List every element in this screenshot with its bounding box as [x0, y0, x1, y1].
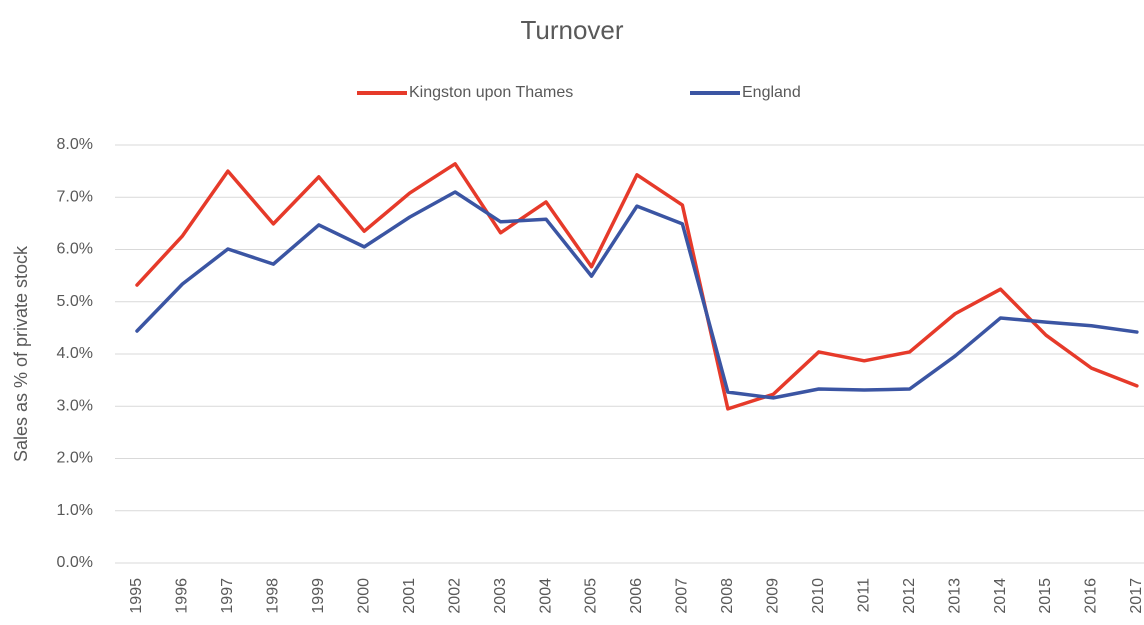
legend-label: Kingston upon Thames: [409, 84, 573, 101]
x-tick-label: 2009: [765, 578, 782, 614]
x-tick-label: 1995: [128, 578, 145, 614]
y-tick-label: 3.0%: [57, 397, 93, 414]
x-tick-label: 2004: [537, 578, 554, 614]
y-tick-label: 6.0%: [57, 241, 93, 258]
x-tick-label: 2000: [355, 578, 372, 614]
x-tick-label: 1996: [174, 578, 191, 614]
y-tick-label: 8.0%: [57, 136, 93, 153]
x-tick-label: 2014: [992, 578, 1009, 614]
y-tick-label: 4.0%: [57, 345, 93, 362]
x-tick-label: 2013: [946, 578, 963, 614]
x-tick-label: 2010: [810, 578, 827, 614]
y-tick-label: 0.0%: [57, 554, 93, 571]
chart-title: Turnover: [520, 15, 623, 45]
y-tick-label: 7.0%: [57, 188, 93, 205]
x-tick-label: 2011: [855, 578, 872, 613]
x-tick-label: 2017: [1128, 578, 1144, 614]
x-tick-label: 2015: [1037, 578, 1054, 614]
legend-label: England: [742, 84, 801, 101]
x-tick-label: 2012: [901, 578, 918, 614]
y-axis-label: Sales as % of private stock: [11, 245, 31, 462]
x-tick-label: 1999: [310, 578, 327, 614]
x-tick-label: 2002: [446, 578, 463, 614]
x-tick-label: 2001: [401, 578, 418, 614]
y-tick-label: 2.0%: [57, 450, 93, 467]
x-tick-label: 2016: [1083, 578, 1100, 614]
series-line: [135, 190, 1139, 400]
y-tick-label: 5.0%: [57, 293, 93, 310]
x-tick-label: 1997: [219, 578, 236, 614]
x-tick-label: 2003: [492, 578, 509, 614]
x-tick-label: 2007: [674, 578, 691, 614]
x-tick-label: 2008: [719, 578, 736, 614]
x-tick-label: 2005: [583, 578, 600, 614]
series-line: [135, 162, 1139, 411]
x-tick-label: 1998: [265, 578, 282, 614]
x-tick-label: 2006: [628, 578, 645, 614]
y-tick-label: 1.0%: [57, 502, 93, 519]
